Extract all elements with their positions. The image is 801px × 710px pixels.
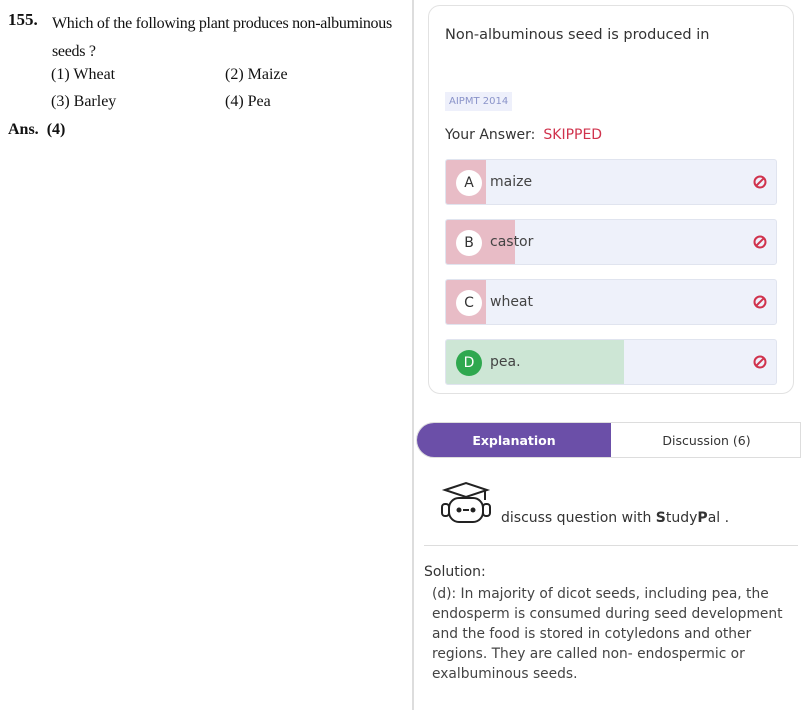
studypal-text: discuss question with — [501, 510, 652, 526]
option-label: (2) — [225, 66, 244, 83]
solution-text: (d): In majority of dicot seeds, includi… — [432, 586, 783, 682]
option: (3) Barley — [51, 93, 116, 111]
option-letter: C — [456, 290, 482, 316]
divider — [424, 545, 798, 546]
option-text: maize — [490, 174, 533, 190]
option-letter: B — [456, 230, 482, 256]
option-label: (3) — [51, 93, 70, 110]
question-number: 155. — [8, 10, 38, 29]
option-label: (1) — [51, 66, 70, 83]
tab[interactable]: Discussion (6) — [662, 433, 751, 448]
brand: S — [655, 510, 666, 526]
option: (4) Pea — [225, 93, 271, 111]
studypal-link[interactable]: discuss question with StudyPal . — [501, 510, 729, 526]
answer-label: Ans. — [8, 121, 39, 138]
your-answer: Your Answer: SKIPPED — [445, 127, 602, 143]
brand: al . — [707, 510, 730, 526]
card-question: Non-albuminous seed is produced in — [445, 27, 710, 43]
answer-value: (4) — [46, 121, 66, 138]
quiz-card: Non-albuminous seed is produced in AIPMT… — [428, 5, 794, 394]
option-text: Pea — [247, 93, 271, 110]
skip-icon — [753, 295, 767, 309]
option-text: castor — [490, 234, 534, 250]
solution-title: Solution: — [424, 564, 486, 580]
question-text: Which of the following plant produces no… — [52, 15, 392, 60]
answer-option[interactable]: A maize — [445, 159, 777, 205]
skip-icon — [753, 235, 767, 249]
exam-tag: AIPMT 2014 — [445, 92, 513, 111]
skip-icon — [753, 355, 767, 369]
answer-option[interactable]: C wheat — [445, 279, 777, 325]
studypal-icon — [441, 481, 491, 523]
brand: P — [697, 510, 708, 526]
option-text: pea. — [490, 354, 521, 370]
skip-icon — [753, 175, 767, 189]
option: (2) Maize — [225, 66, 288, 84]
question-panel: 155. Which of the following plant produc… — [8, 0, 414, 710]
option: (1) Wheat — [51, 66, 115, 84]
option-text: Wheat — [73, 66, 116, 83]
your-answer-status: SKIPPED — [543, 127, 603, 143]
answer-option[interactable]: B castor — [445, 219, 777, 265]
your-answer-label: Your Answer: — [445, 127, 536, 143]
brand: tudy — [665, 510, 698, 526]
option-text: wheat — [490, 294, 534, 310]
option-label: (4) — [225, 93, 244, 110]
tab-bar: Explanation Discussion (6) — [416, 422, 801, 458]
option-letter: A — [456, 170, 482, 196]
option-letter: D — [456, 350, 482, 376]
answer: Ans. (4) — [8, 121, 65, 139]
tab[interactable]: Explanation — [417, 423, 611, 457]
option-text: Barley — [73, 93, 117, 110]
option-text: Maize — [247, 66, 288, 83]
answer-option[interactable]: D pea. — [445, 339, 777, 385]
